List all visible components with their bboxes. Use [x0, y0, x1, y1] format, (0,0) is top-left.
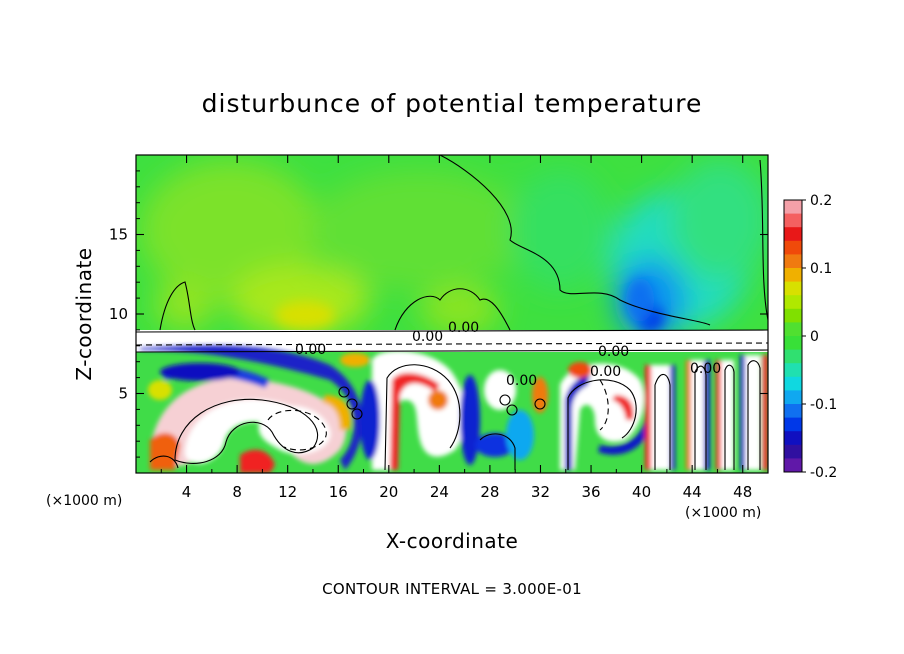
- contour-eddy-right: [567, 379, 637, 470]
- contour-column-1: [654, 373, 671, 470]
- contour-interval-note: CONTOUR INTERVAL = 3.000E-01: [322, 580, 582, 598]
- contour-small-loop-2: [346, 398, 358, 410]
- x-tick-label: 44: [683, 483, 702, 501]
- y-axis-label: Z-coordinate: [72, 247, 96, 380]
- contour-eddy-right-dashed: [599, 379, 609, 431]
- contour-small-loop-6: [534, 398, 546, 410]
- colorbar-swatch: [784, 213, 802, 228]
- colorbar-tick-label: 0.2: [810, 193, 832, 209]
- contour-small-loop-5: [506, 404, 518, 416]
- colorbar-tick-label: -0.1: [810, 397, 837, 413]
- colorbar: [783, 199, 803, 473]
- contour-column-4: [747, 360, 761, 470]
- contour-upper-line: [439, 155, 711, 326]
- contour-inversion-top: [136, 329, 768, 333]
- colorbar-swatch: [784, 268, 802, 283]
- contour-label: 0.00: [590, 364, 621, 380]
- colorbar-swatch: [784, 390, 802, 405]
- contour-bottom-left: [149, 455, 179, 469]
- y-axis-ticks: 5 10 15: [109, 170, 768, 458]
- colorbar-swatch: [784, 336, 802, 351]
- x-tick-label: 28: [480, 483, 499, 501]
- colorbar-swatch: [784, 349, 802, 364]
- x-tick-label: 12: [278, 483, 297, 501]
- contour-bottom-center: [479, 433, 516, 470]
- x-unit-right: (×1000 m): [685, 505, 761, 521]
- x-axis-ticks: 4 8 12 16 20 24 28 32 36 40 44 48: [160, 155, 752, 501]
- contour-label: 0.00: [412, 329, 443, 345]
- x-tick-label: 4: [182, 483, 192, 501]
- colorbar-swatch: [784, 308, 802, 323]
- x-unit-left: (×1000 m): [46, 493, 122, 509]
- y-tick-label: 10: [109, 305, 128, 323]
- colorbar-swatch: [784, 295, 802, 310]
- colorbar-tick-label: 0.1: [810, 261, 832, 277]
- x-tick-label: 48: [733, 483, 752, 501]
- contour-column-3: [724, 364, 735, 470]
- colorbar-swatch: [784, 227, 802, 242]
- colorbar-tick-label: 0: [810, 329, 819, 345]
- colorbar-swatch: [784, 404, 802, 419]
- contour-label: 0.00: [690, 361, 721, 377]
- contour-lines: [136, 155, 768, 471]
- colorbar-labels: 0.2 0.1 0 -0.1 -0.2: [802, 193, 837, 481]
- contour-small-loop-3: [351, 408, 363, 420]
- contour-column-2: [694, 365, 707, 470]
- x-tick-label: 8: [232, 483, 242, 501]
- colorbar-swatch: [784, 417, 802, 432]
- colorbar-swatch: [784, 376, 802, 391]
- chart-title: disturbunce of potential temperature: [202, 89, 703, 118]
- contour-small-loop-1: [338, 386, 350, 398]
- contour-label: 0.00: [448, 320, 479, 336]
- colorbar-swatch: [784, 458, 802, 473]
- contour-eddy-left-inner: [267, 409, 327, 451]
- colorbar-swatch: [784, 431, 802, 446]
- contour-eddy-left: [174, 398, 319, 464]
- field-inversion-band: [136, 330, 768, 352]
- field-upper-detail: [275, 278, 664, 332]
- colorbar-swatch: [784, 444, 802, 459]
- x-tick-label: 16: [329, 483, 348, 501]
- colorbar-swatch: [784, 240, 802, 255]
- colorbar-swatch: [784, 254, 802, 269]
- colorbar-swatch: [784, 200, 802, 215]
- y-tick-label: 5: [118, 385, 128, 403]
- x-tick-label: 24: [430, 483, 449, 501]
- contour-small-loop-4: [499, 394, 511, 406]
- x-tick-label: 36: [581, 483, 600, 501]
- x-tick-label: 20: [379, 483, 398, 501]
- contour-value-labels: 0.00 0.00 0.00 0.00 0.00 0.00 0.00: [295, 320, 721, 389]
- contour-label: 0.00: [506, 373, 537, 389]
- x-axis-label: X-coordinate: [386, 529, 519, 553]
- heatmap-field: [136, 155, 768, 473]
- contour-label: 0.00: [295, 342, 326, 358]
- y-tick-label: 15: [109, 226, 128, 244]
- field-upper-variations: [140, 160, 768, 340]
- x-tick-label: 40: [632, 483, 651, 501]
- contour-right-line: [759, 159, 768, 321]
- contour-eddy-mid: [384, 364, 461, 471]
- colorbar-swatch: [784, 322, 802, 337]
- contour-label: 0.00: [598, 344, 629, 360]
- x-tick-label: 32: [531, 483, 550, 501]
- field-lower-eddies: [140, 345, 768, 473]
- contour-left-hill: [159, 281, 196, 331]
- contour-inversion-bottom: [136, 349, 768, 353]
- colorbar-swatch: [784, 363, 802, 378]
- colorbar-tick-label: -0.2: [810, 465, 837, 481]
- contour-hill: [394, 288, 511, 331]
- contour-inversion-dashed: [136, 342, 768, 346]
- colorbar-swatch: [784, 281, 802, 296]
